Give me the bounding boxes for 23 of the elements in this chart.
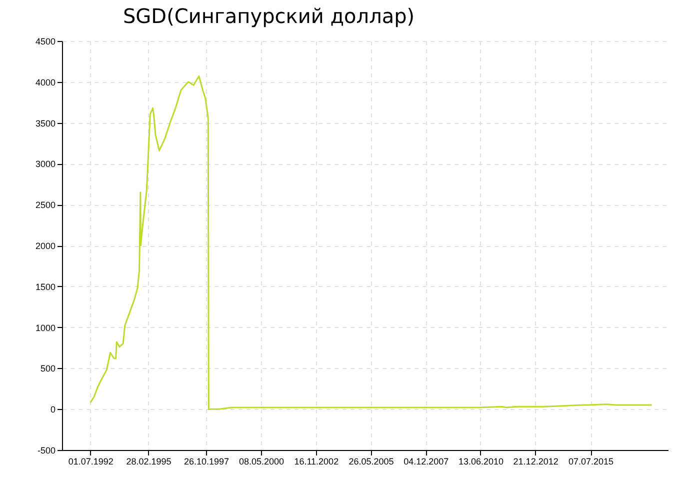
y-tick-label: 1500 [35,282,56,292]
y-tick-label: -500 [37,446,56,456]
x-tick-label: 01.07.1992 [68,456,114,466]
x-tick-label: 26.10.1997 [184,456,230,466]
x-tick-label: 16.11.2002 [294,456,339,466]
x-tick-label: 26.05.2005 [348,456,394,466]
chart-title: SGD(Сингапурский доллар) [122,4,415,28]
x-tick-label: 07.07.2015 [568,456,614,466]
line-series [90,75,653,410]
x-tick-label: 04.12.2007 [404,456,449,466]
x-tick-label: 13.06.2010 [458,456,504,466]
x-tick-label: 08.05.2000 [239,456,284,466]
x-tick-label: 21.12.2012 [513,456,558,466]
y-tick-label: 3500 [35,118,56,128]
y-tick-label: 500 [40,364,56,374]
y-tick-label: 1000 [35,322,56,333]
x-tick-label: 28.02.1995 [126,456,172,466]
y-tick-label: 2500 [35,200,56,210]
y-tick-label: 3000 [35,159,56,170]
y-tick-label: 4000 [35,77,56,88]
y-tick-label: 2000 [35,241,56,251]
y-tick-label: 0 [50,404,56,415]
y-tick-label: 4500 [35,36,56,46]
